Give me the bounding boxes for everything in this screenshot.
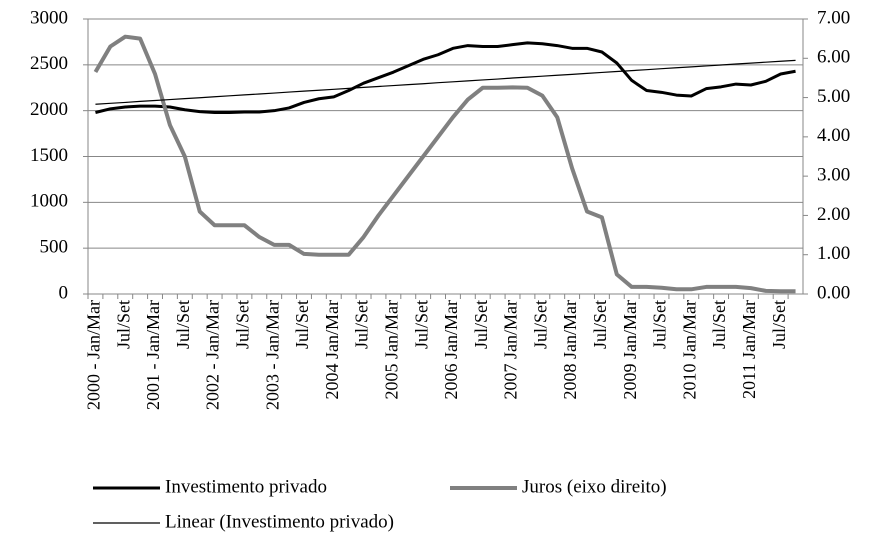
- y-tick-label: 500: [40, 237, 69, 258]
- x-tick-label: 2005 Jan/Mar: [381, 300, 401, 399]
- legend-label: Juros (eixo direito): [522, 476, 667, 497]
- y2-tick-label: 3.00: [817, 165, 850, 186]
- x-tick-label: Jul/Set: [530, 300, 550, 349]
- x-tick-label: 2002 - Jan/Mar: [203, 300, 223, 410]
- x-tick-label: Jul/Set: [471, 300, 491, 349]
- y-tick-label: 2000: [30, 99, 68, 120]
- y2-tick-label: 7.00: [817, 7, 850, 28]
- y-tick-label: 3000: [30, 7, 68, 28]
- x-tick-label: 2008 Jan/Mar: [560, 300, 580, 399]
- y-tick-label: 1500: [30, 145, 68, 166]
- x-tick-label: 2003 - Jan/Mar: [262, 300, 282, 410]
- x-tick-label: Jul/Set: [650, 300, 670, 349]
- x-tick-label: Jul/Set: [352, 300, 372, 349]
- x-tick-label: Jul/Set: [709, 300, 729, 349]
- x-tick-label: Jul/Set: [113, 300, 133, 349]
- y2-tick-label: 4.00: [817, 125, 850, 146]
- y-tick-label: 0: [59, 282, 69, 303]
- y2-tick-label: 5.00: [817, 86, 850, 107]
- x-tick-label: 2009 Jan/Mar: [620, 300, 640, 399]
- x-tick-label: 2001 - Jan/Mar: [143, 300, 163, 410]
- x-tick-label: Jul/Set: [769, 300, 789, 349]
- legend-label: Linear (Investimento privado): [165, 511, 394, 532]
- y2-tick-label: 6.00: [817, 47, 850, 68]
- x-tick-label: 2004 Jan/Mar: [322, 300, 342, 399]
- x-tick-label: Jul/Set: [411, 300, 431, 349]
- x-tick-label: 2011 Jan/Mar: [739, 300, 759, 399]
- x-tick-label: Jul/Set: [173, 300, 193, 349]
- x-tick-label: 2010 Jan/Mar: [679, 300, 699, 399]
- x-tick-label: Jul/Set: [292, 300, 312, 349]
- y2-tick-label: 0.00: [817, 282, 850, 303]
- x-tick-label: Jul/Set: [233, 300, 253, 349]
- y2-tick-label: 2.00: [817, 204, 850, 225]
- x-tick-label: Jul/Set: [590, 300, 610, 349]
- y-tick-label: 2500: [30, 53, 68, 74]
- series-line: [95, 59, 796, 105]
- x-tick-label: 2000 - Jan/Mar: [84, 300, 104, 410]
- legend-label: Investimento privado: [165, 476, 327, 497]
- y2-tick-label: 1.00: [817, 243, 850, 264]
- x-tick-label: 2007 Jan/Mar: [501, 300, 521, 399]
- series-line: [95, 41, 796, 114]
- x-tick-label: 2006 Jan/Mar: [441, 300, 461, 399]
- series-line: [93, 34, 796, 294]
- y-tick-label: 1000: [30, 191, 68, 212]
